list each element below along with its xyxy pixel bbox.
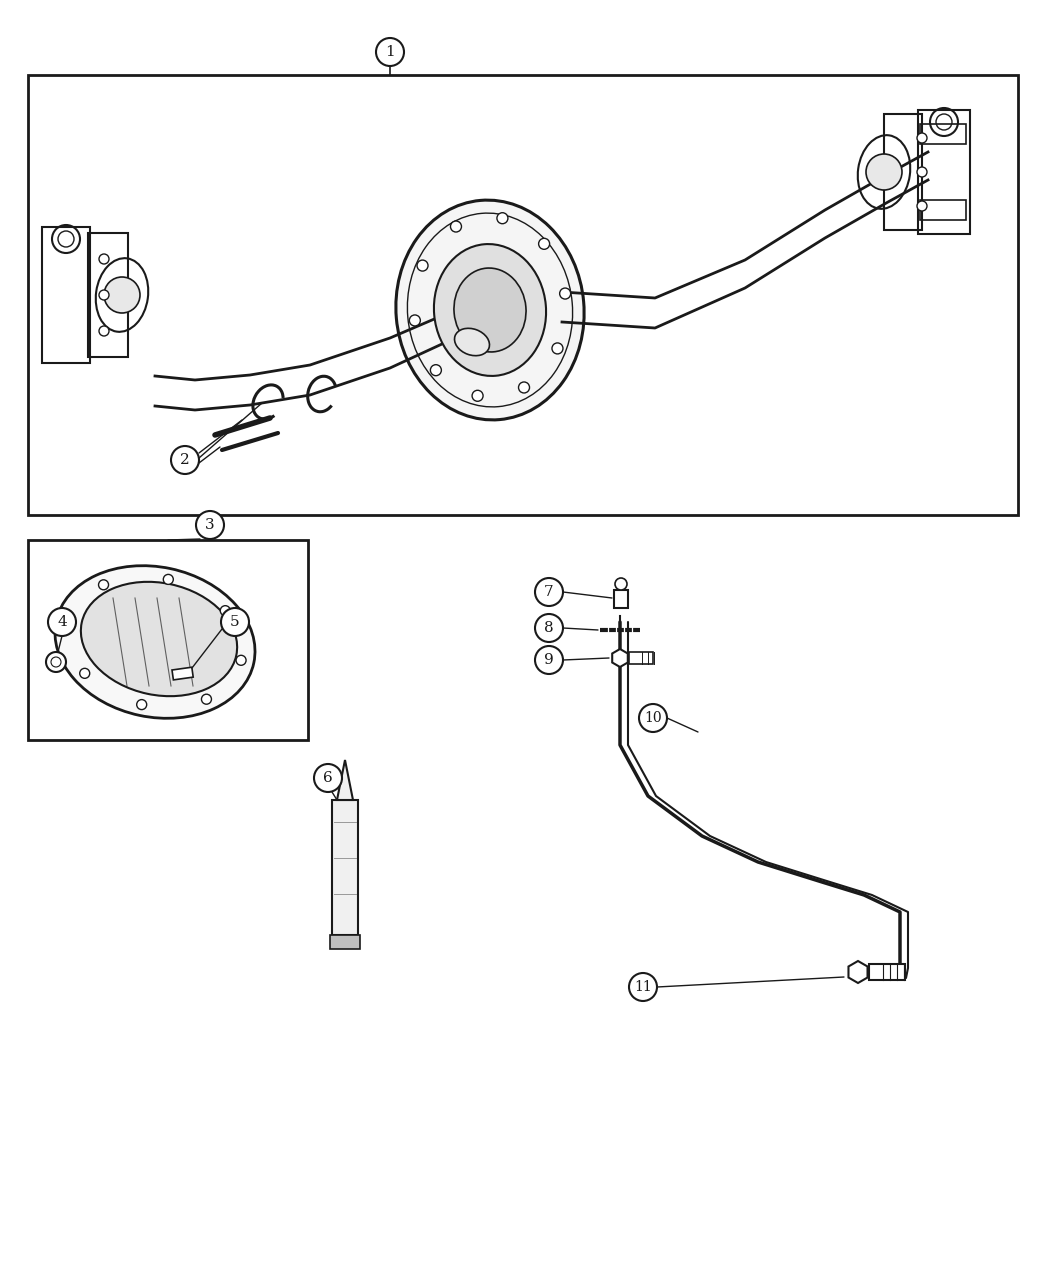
Circle shape — [539, 238, 549, 250]
Circle shape — [99, 254, 109, 264]
Text: 4: 4 — [57, 615, 67, 629]
Text: 1: 1 — [385, 45, 395, 59]
Bar — [330, 935, 360, 949]
Circle shape — [80, 668, 89, 678]
Polygon shape — [848, 961, 867, 983]
Circle shape — [136, 700, 147, 710]
Ellipse shape — [396, 200, 584, 419]
Bar — [884, 113, 922, 230]
Circle shape — [560, 288, 570, 300]
Circle shape — [450, 221, 462, 232]
Circle shape — [536, 646, 563, 674]
Circle shape — [164, 575, 173, 584]
Circle shape — [917, 167, 927, 177]
Circle shape — [196, 511, 224, 539]
Text: 11: 11 — [634, 980, 652, 994]
Circle shape — [171, 446, 200, 474]
Circle shape — [99, 580, 108, 590]
Bar — [28, 75, 1018, 515]
Circle shape — [519, 382, 529, 393]
Text: 6: 6 — [323, 771, 333, 785]
Bar — [869, 964, 905, 980]
Bar — [332, 799, 358, 935]
Bar — [614, 590, 628, 608]
Ellipse shape — [455, 329, 489, 356]
Bar — [920, 200, 966, 221]
Bar — [920, 124, 966, 144]
Circle shape — [46, 652, 66, 672]
Circle shape — [220, 608, 249, 636]
Circle shape — [48, 608, 76, 636]
Circle shape — [536, 615, 563, 643]
Polygon shape — [612, 649, 628, 667]
Circle shape — [917, 133, 927, 143]
Circle shape — [472, 390, 483, 402]
Circle shape — [99, 326, 109, 337]
Text: 10: 10 — [645, 711, 662, 725]
Circle shape — [917, 201, 927, 210]
Ellipse shape — [434, 244, 546, 376]
Circle shape — [497, 213, 508, 223]
Bar — [42, 227, 90, 363]
Circle shape — [866, 154, 902, 190]
Text: 2: 2 — [181, 453, 190, 467]
Circle shape — [639, 704, 667, 732]
Circle shape — [376, 38, 404, 66]
Ellipse shape — [454, 268, 526, 352]
Bar — [28, 541, 308, 740]
Circle shape — [552, 343, 563, 354]
Circle shape — [536, 578, 563, 606]
Bar — [918, 110, 970, 235]
Bar — [629, 652, 653, 664]
Bar — [88, 233, 128, 357]
Circle shape — [202, 694, 211, 704]
Bar — [172, 667, 193, 680]
Ellipse shape — [55, 566, 255, 718]
Polygon shape — [337, 760, 353, 799]
Text: 8: 8 — [544, 621, 553, 635]
Text: 3: 3 — [205, 518, 215, 532]
Circle shape — [104, 277, 140, 312]
Circle shape — [410, 315, 420, 326]
Text: 7: 7 — [544, 585, 553, 599]
Text: 9: 9 — [544, 653, 554, 667]
Circle shape — [629, 973, 657, 1001]
Ellipse shape — [81, 581, 237, 696]
Circle shape — [236, 655, 246, 666]
Circle shape — [615, 578, 627, 590]
Circle shape — [417, 260, 428, 272]
Text: 5: 5 — [230, 615, 239, 629]
Circle shape — [220, 606, 230, 616]
Circle shape — [430, 365, 441, 376]
Circle shape — [99, 289, 109, 300]
Circle shape — [314, 764, 342, 792]
Circle shape — [64, 618, 74, 629]
